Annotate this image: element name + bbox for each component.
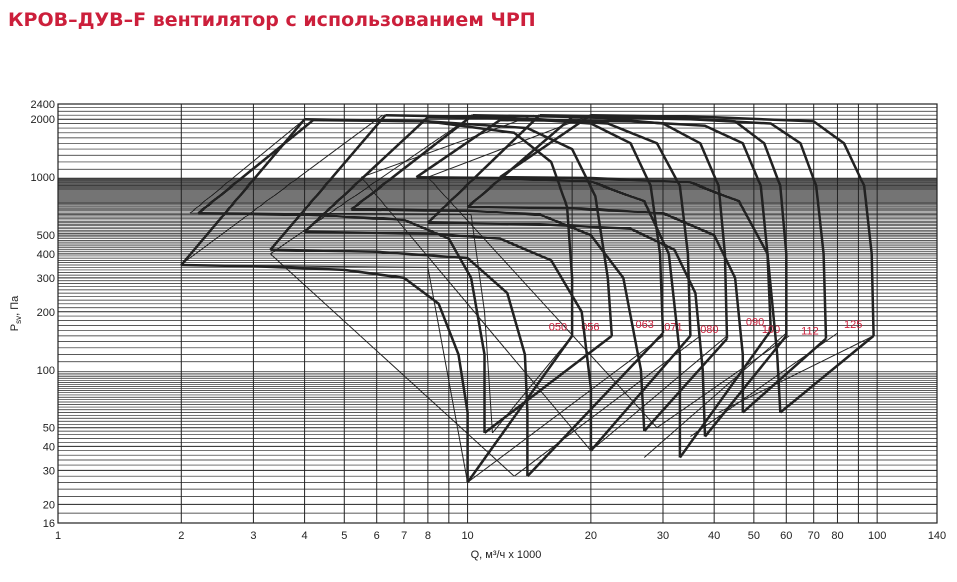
y-axis-ticks: 16 20 30 40 50 100 200 300 400 500 1000 2000 2400 xyxy=(31,99,55,530)
series-112-curve-top xyxy=(572,115,828,339)
x-tick-label: 20 xyxy=(585,530,597,542)
series-056-edge-right xyxy=(483,334,613,434)
series-050-curve-bottom xyxy=(181,263,469,483)
y-tick-label: 40 xyxy=(43,441,55,453)
x-axis-ticks: 1 2 3 4 5 6 7 8 10 20 30 40 50 60 70 80 100 140 xyxy=(55,530,946,542)
series-071-curve-top xyxy=(427,115,692,336)
x-tick-label: 2 xyxy=(178,530,184,542)
frame-line-063 xyxy=(427,267,469,483)
page-title: КРОВ–ДУВ–F вентилятор с использованием Ч… xyxy=(8,9,536,31)
series-125-edge-right xyxy=(779,334,875,414)
frame-line-063 xyxy=(180,114,383,266)
x-tick-label: 30 xyxy=(657,530,669,542)
series-080-edge-right xyxy=(643,337,728,432)
frame-line-100 xyxy=(590,335,728,452)
x-axis-title: Q, м³/ч x 1000 xyxy=(471,549,542,561)
series-056-label: 056 xyxy=(581,321,599,333)
series-125-edge-left xyxy=(499,114,592,179)
series-056-curve-bottom xyxy=(198,211,486,433)
series-063-edge-right xyxy=(526,332,664,478)
series-100-edge-right xyxy=(704,335,788,438)
x-tick-label: 1 xyxy=(55,530,61,542)
series-063-edge-left xyxy=(269,114,387,251)
y-tick-label: 2400 xyxy=(31,99,55,111)
series-056-curve-top xyxy=(313,118,614,336)
series-100-curve-bottom xyxy=(427,221,707,437)
y-tick-label: 20 xyxy=(43,499,55,511)
frame-line-125 xyxy=(427,176,658,429)
series-071-curve-bottom xyxy=(304,230,593,451)
frame-line-050 xyxy=(484,311,493,433)
series-125-curve-top xyxy=(590,113,875,336)
series-100-label: 100 xyxy=(762,324,780,336)
x-tick-label: 8 xyxy=(425,530,431,542)
frame-line-100 xyxy=(360,176,592,451)
series-090-label: 090 xyxy=(746,316,764,328)
series-080-label: 080 xyxy=(700,324,718,336)
x-tick-label: 6 xyxy=(374,530,380,542)
x-tick-label: 50 xyxy=(748,530,760,542)
series-125-curve-bottom xyxy=(499,175,782,413)
y-tick-label: 16 xyxy=(43,518,55,530)
y-tick-label: 300 xyxy=(37,273,55,285)
series-090-edge-right xyxy=(678,329,772,459)
series-050-edge-right xyxy=(466,335,574,484)
series-071-edge-right xyxy=(589,335,692,452)
x-tick-label: 3 xyxy=(250,530,256,542)
frame-line-extra3 xyxy=(718,335,874,413)
frame-line-extra1 xyxy=(643,332,787,458)
y-axis-title: Psv, Па xyxy=(9,295,23,331)
series-063-label: 063 xyxy=(636,319,654,331)
y-tick-label: 400 xyxy=(37,249,55,261)
x-tick-label: 10 xyxy=(461,530,473,542)
y-tick-label: 500 xyxy=(37,230,55,242)
y-tick-label: 100 xyxy=(37,365,55,377)
series-100-edge-left xyxy=(427,114,541,224)
y-tick-label: 200 xyxy=(37,307,55,319)
series-071-label: 071 xyxy=(664,321,682,333)
series-112-edge-right xyxy=(742,337,827,414)
series-080-edge-left xyxy=(350,114,474,211)
series-050-label: 050 xyxy=(549,321,567,333)
series-112-edge-left xyxy=(466,116,573,208)
series-080-curve-bottom xyxy=(351,208,646,432)
y-tick-label: 30 xyxy=(43,465,55,477)
frame-line-080 xyxy=(270,253,515,477)
series-112-curve-bottom xyxy=(467,205,745,413)
plot-frame xyxy=(57,103,938,524)
x-tick-label: 100 xyxy=(868,530,886,542)
series-112-label: 112 xyxy=(801,326,819,338)
series-063-curve-bottom xyxy=(270,248,529,477)
x-tick-label: 5 xyxy=(341,530,347,542)
series-071-edge-left xyxy=(303,116,429,233)
y-tick-label: 50 xyxy=(43,423,55,435)
x-tick-label: 40 xyxy=(708,530,720,542)
x-tick-label: 70 xyxy=(808,530,820,542)
y-tick-label: 1000 xyxy=(31,172,55,184)
series-090-edge-left xyxy=(415,119,501,179)
x-tick-label: 7 xyxy=(401,530,407,542)
series-063-curve-top xyxy=(385,113,665,334)
y-tick-label: 2000 xyxy=(31,114,55,126)
series-125-label: 125 xyxy=(844,319,862,331)
frame-line-050 xyxy=(470,214,486,312)
x-tick-label: 60 xyxy=(780,530,792,542)
x-tick-label: 4 xyxy=(302,530,308,542)
x-tick-label: 140 xyxy=(928,530,946,542)
frame-line-063 xyxy=(467,335,664,483)
series-056-edge-left xyxy=(197,119,315,215)
x-tick-label: 80 xyxy=(831,530,843,542)
frame-line-050 xyxy=(189,118,305,214)
